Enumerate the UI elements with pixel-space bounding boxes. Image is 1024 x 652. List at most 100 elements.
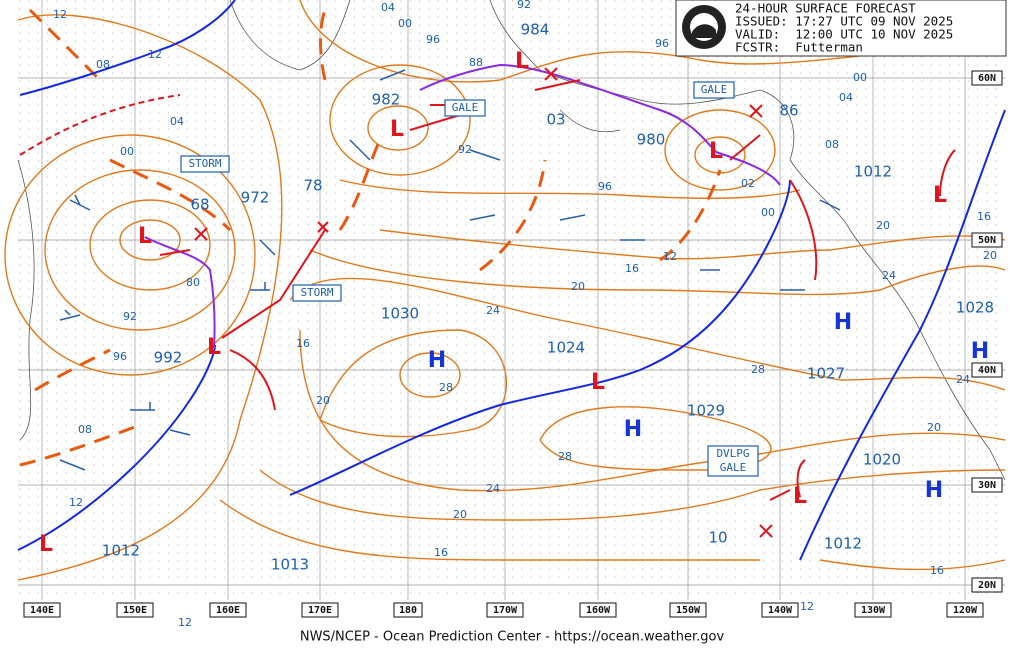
pressure-label: 980 bbox=[637, 131, 666, 149]
isobar-label: 16 bbox=[625, 262, 639, 275]
latitude-label: 30N bbox=[978, 480, 996, 491]
isobar-label: 20 bbox=[571, 280, 585, 293]
footer: NWS/NCEP - Ocean Prediction Center - htt… bbox=[300, 630, 725, 645]
isobar-label: 88 bbox=[469, 56, 483, 69]
low-symbol: L bbox=[390, 117, 404, 142]
warning-box bbox=[444, 99, 486, 117]
warning-box bbox=[180, 155, 230, 173]
isobar-label: 92 bbox=[123, 310, 137, 323]
warning-label: GALE bbox=[720, 461, 747, 474]
isobar-label: 96 bbox=[113, 350, 127, 363]
latitude-label: 60N bbox=[978, 73, 996, 84]
isobar-label: 24 bbox=[486, 482, 500, 495]
isobar-label: 24 bbox=[956, 373, 970, 386]
pressure-label: 1029 bbox=[687, 402, 725, 420]
isobar-label: 96 bbox=[598, 180, 612, 193]
pressure-label: 68 bbox=[190, 196, 209, 214]
warning-label: DVLPG bbox=[716, 447, 749, 460]
isobar-label: 00 bbox=[120, 145, 134, 158]
pressure-label: 982 bbox=[372, 91, 401, 109]
low-symbol: L bbox=[39, 532, 53, 557]
isobar-label: 20 bbox=[316, 394, 330, 407]
pressure-centers: L L L L L L L L L H H H H H bbox=[39, 49, 989, 557]
warning-label: STORM bbox=[300, 286, 333, 299]
isobar-label: 28 bbox=[558, 450, 572, 463]
isobar-label: 08 bbox=[78, 423, 92, 436]
pressure-label: 10 bbox=[708, 529, 727, 547]
longitude-label: 140W bbox=[768, 605, 793, 616]
pressure-label: 1027 bbox=[807, 365, 845, 383]
wind-barbs bbox=[59, 69, 841, 471]
longitude-labels: 140E 150E 160E 170E 180 170W 160W 150W 1… bbox=[23, 602, 984, 618]
isobar-label: 04 bbox=[170, 115, 184, 128]
high-symbol: H bbox=[834, 310, 852, 335]
isobar-label: 16 bbox=[296, 337, 310, 350]
longitude-label: 170W bbox=[493, 605, 518, 616]
pressure-label: 1013 bbox=[271, 556, 309, 574]
longitude-label: 150E bbox=[123, 605, 147, 616]
longitude-label: 180 bbox=[399, 605, 417, 616]
coastlines bbox=[17, 0, 1006, 481]
pressure-label: 1012 bbox=[102, 542, 140, 560]
isobar-label: 02 bbox=[741, 177, 755, 190]
isobar-label: 92 bbox=[458, 143, 472, 156]
isobar-label: 08 bbox=[96, 58, 110, 71]
isobar-label: 12 bbox=[53, 8, 67, 21]
isobar-label: 96 bbox=[426, 33, 440, 46]
warnings: STORM STORM GALE GALE DVLPG GALE bbox=[180, 81, 759, 477]
isobar-label: 04 bbox=[839, 91, 853, 104]
low-symbol: L bbox=[933, 183, 947, 208]
low-symbol: L bbox=[709, 139, 723, 164]
pressure-label: 972 bbox=[241, 189, 270, 207]
longitude-label: 160E bbox=[216, 605, 240, 616]
pressure-label: 984 bbox=[521, 21, 550, 39]
isobar-label: 24 bbox=[882, 269, 896, 282]
isobar-labels: 12 08 12 04 00 04 00 96 92 88 96 00 04 0… bbox=[53, 0, 997, 629]
low-symbol: L bbox=[793, 484, 807, 509]
isobar-label: 16 bbox=[977, 210, 991, 223]
warning-label: GALE bbox=[452, 101, 479, 114]
isobar-label: 16 bbox=[930, 564, 944, 577]
pressure-label: 1030 bbox=[381, 305, 419, 323]
warning-label: STORM bbox=[188, 157, 221, 170]
isobar-label: 92 bbox=[517, 0, 531, 11]
latitude-label: 50N bbox=[978, 235, 996, 246]
isobar-label: 00 bbox=[398, 17, 412, 30]
longitude-label: 130W bbox=[861, 605, 886, 616]
longitude-label: 170E bbox=[308, 605, 332, 616]
header-line: ISSUED: 17:27 UTC 09 NOV 2025 bbox=[735, 14, 953, 29]
isobar-label: 00 bbox=[761, 206, 775, 219]
longitude-label: 150W bbox=[676, 605, 701, 616]
warning-box bbox=[292, 284, 342, 302]
pressure-label: 1020 bbox=[863, 451, 901, 469]
isobar-label: 12 bbox=[69, 496, 83, 509]
isobar-label: 04 bbox=[381, 1, 395, 14]
isobar-label: 16 bbox=[434, 546, 448, 559]
high-symbol: H bbox=[428, 348, 446, 373]
longitude-label: 140E bbox=[30, 605, 54, 616]
isobar-label: 08 bbox=[825, 138, 839, 151]
low-symbol: L bbox=[591, 370, 605, 395]
graticule bbox=[18, 0, 1005, 600]
isobars bbox=[4, 0, 1006, 581]
warning-box bbox=[693, 81, 735, 99]
high-symbol: H bbox=[925, 478, 943, 503]
isobar-label: 12 bbox=[148, 48, 162, 61]
latitude-labels: 60N 50N 40N 30N 20N bbox=[971, 70, 1003, 593]
isobar-label: 80 bbox=[186, 276, 200, 289]
isobar-label: 20 bbox=[983, 249, 997, 262]
map-background bbox=[18, 0, 1005, 600]
high-symbol: H bbox=[624, 417, 642, 442]
latitude-label: 20N bbox=[978, 580, 996, 591]
isobar-label: 12 bbox=[663, 250, 677, 263]
pressure-label: 992 bbox=[154, 349, 183, 367]
isobar-label: 96 bbox=[655, 37, 669, 50]
pressure-label: 1012 bbox=[824, 535, 862, 553]
longitude-label: 160W bbox=[586, 605, 611, 616]
pressure-labels: 982 984 980 68 972 78 992 03 86 1012 103… bbox=[102, 21, 994, 574]
high-symbol: H bbox=[971, 339, 989, 364]
low-symbol: L bbox=[207, 335, 221, 360]
isobar-label: 24 bbox=[486, 304, 500, 317]
